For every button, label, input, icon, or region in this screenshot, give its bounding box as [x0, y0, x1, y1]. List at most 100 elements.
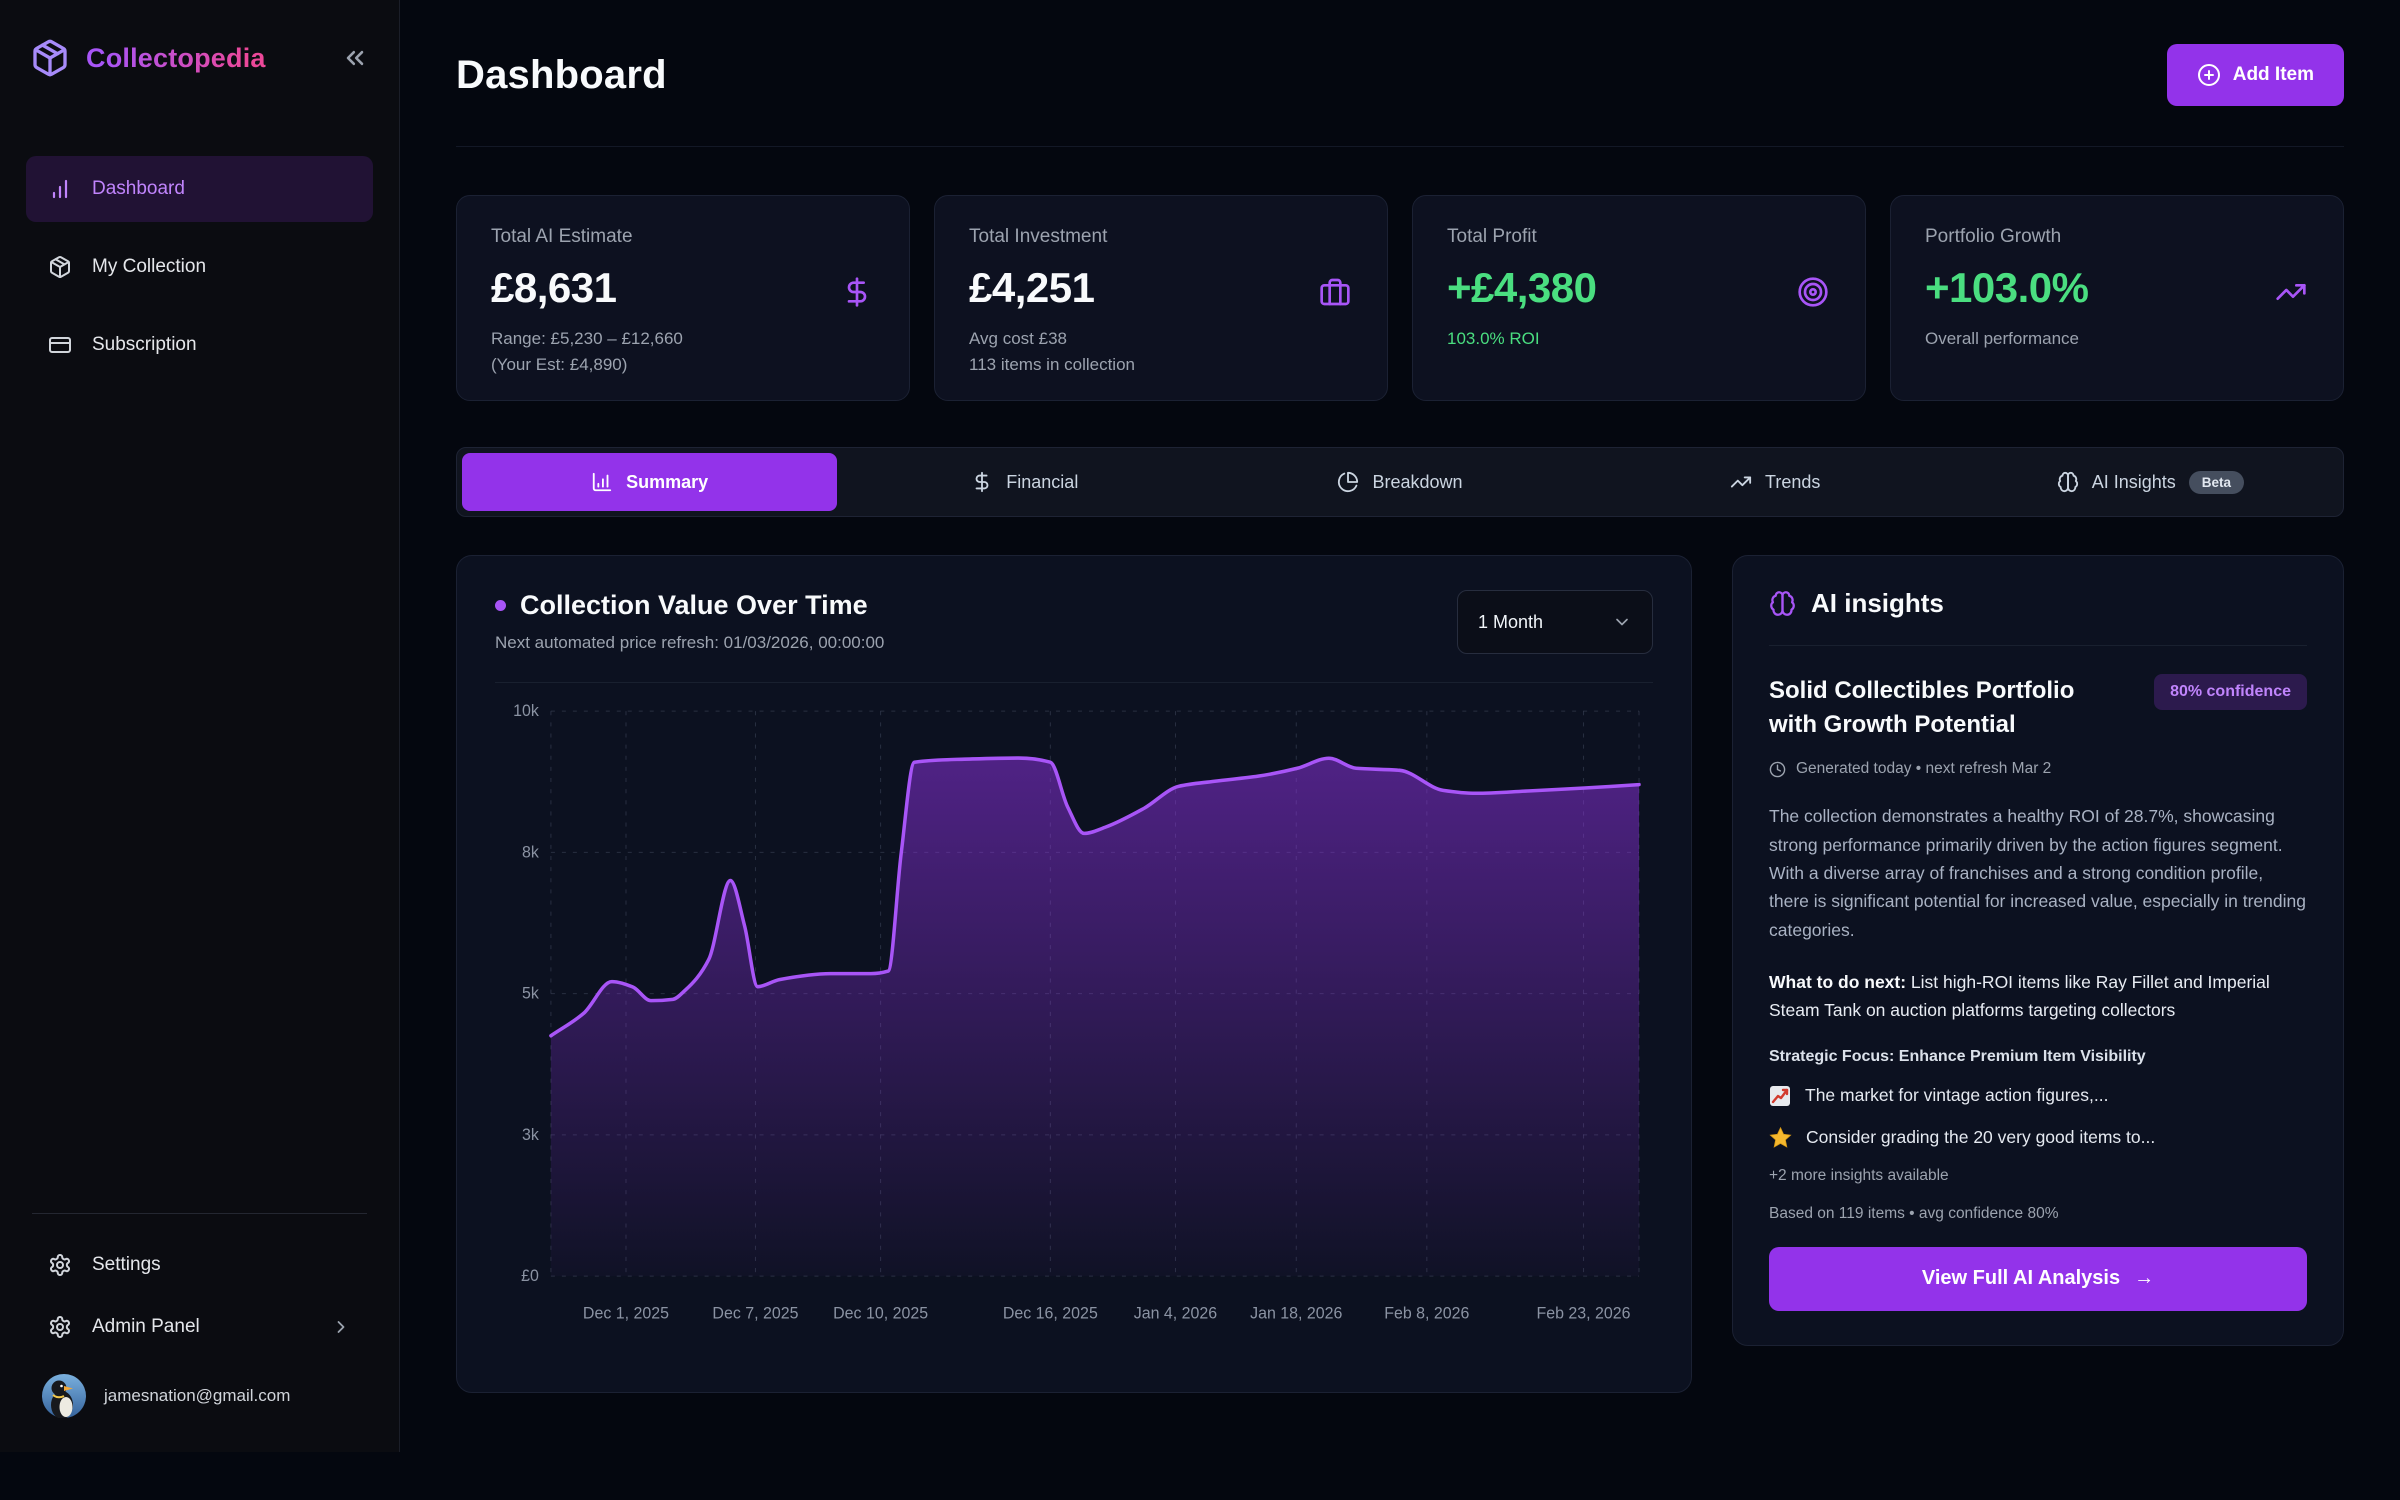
ai-next-steps: What to do next: List high-ROI items lik… [1769, 968, 2307, 1024]
avatar [42, 1374, 86, 1418]
view-full-ai-analysis-button[interactable]: View Full AI Analysis → [1769, 1246, 2307, 1311]
collection-value-card: Collection Value Over Time Next automate… [456, 555, 1692, 1393]
sidebar-item-label: Settings [92, 1254, 161, 1275]
chevron-right-icon [331, 1317, 351, 1337]
tab-financial[interactable]: Financial [837, 453, 1212, 511]
stat-card-total-investment: Total Investment £4,251 Avg cost £38 113… [934, 195, 1388, 401]
sidebar-item-label: My Collection [92, 256, 207, 277]
bar-chart-icon [48, 177, 72, 201]
stat-subtext-line: 103.0% ROI [1447, 329, 1540, 348]
tab-summary[interactable]: Summary [462, 453, 838, 511]
svg-text:8k: 8k [522, 843, 540, 861]
svg-text:Feb 23, 2026: Feb 23, 2026 [1536, 1305, 1630, 1323]
svg-text:Dec 10, 2025: Dec 10, 2025 [833, 1305, 928, 1323]
stat-subtext-line: Range: £5,230 – £12,660 [491, 329, 683, 348]
svg-text:5k: 5k [522, 985, 540, 1003]
stat-subtext-line: Avg cost £38 [969, 329, 1067, 348]
sidebar-item-label: Subscription [92, 334, 197, 355]
stat-card-portfolio-growth: Portfolio Growth +103.0% Overall perform… [1890, 195, 2344, 401]
chart-title: Collection Value Over Time [520, 590, 868, 620]
ai-insight-item-text: The market for vintage action figures,..… [1805, 1085, 2109, 1106]
chart-header: Collection Value Over Time Next automate… [495, 590, 1653, 654]
dollar-icon [841, 276, 873, 308]
stat-subtext: Avg cost £38 113 items in collection [969, 326, 1353, 377]
svg-text:Jan 4, 2026: Jan 4, 2026 [1134, 1305, 1217, 1323]
bar-chart-icon [591, 471, 613, 493]
ai-insights-panel: AI insights Solid Collectibles Portfolio… [1732, 555, 2344, 1346]
beta-badge: Beta [2188, 470, 2245, 494]
ai-insight-item[interactable]: Consider grading the 20 very good items … [1769, 1126, 2307, 1149]
sidebar-item-label: Dashboard [92, 178, 185, 199]
sidebar-item-dashboard[interactable]: Dashboard [26, 156, 373, 222]
stat-subtext-line: 113 items in collection [969, 354, 1135, 374]
arrow-right-icon: → [2134, 1267, 2155, 1290]
credit-card-icon [48, 333, 72, 357]
trending-up-icon [2275, 276, 2307, 308]
svg-text:Dec 7, 2025: Dec 7, 2025 [712, 1305, 798, 1323]
ai-insight-item[interactable]: The market for vintage action figures,..… [1769, 1085, 2307, 1107]
content-row: Collection Value Over Time Next automate… [456, 555, 2344, 1393]
svg-text:£0: £0 [521, 1267, 539, 1285]
stat-subtext: 103.0% ROI [1447, 326, 1831, 352]
user-account-row[interactable]: jamesnation@gmail.com [26, 1358, 373, 1424]
tab-trends[interactable]: Trends [1588, 453, 1963, 511]
stat-value: £8,631 [491, 264, 617, 311]
chevrons-left-icon [341, 44, 369, 72]
tab-label: Trends [1765, 471, 1821, 492]
tab-ai-insights[interactable]: AI Insights Beta [1963, 453, 2338, 511]
plus-circle-icon [2197, 63, 2221, 87]
ai-next-steps-label: What to do next: [1769, 971, 1907, 992]
gear-icon [48, 1253, 72, 1277]
add-item-label: Add Item [2232, 64, 2314, 85]
app-name: Collectopedia [86, 42, 266, 73]
time-range-select[interactable]: 1 Month [1457, 590, 1653, 654]
svg-text:3k: 3k [522, 1126, 540, 1144]
sidebar-item-subscription[interactable]: Subscription [26, 312, 373, 378]
add-item-button[interactable]: Add Item [2166, 44, 2344, 106]
confidence-badge: 80% confidence [2154, 674, 2307, 710]
stat-label: Portfolio Growth [1925, 226, 2062, 247]
page-header: Dashboard Add Item [456, 44, 2344, 106]
view-full-ai-analysis-label: View Full AI Analysis [1921, 1267, 2121, 1290]
stat-card-total-ai-estimate: Total AI Estimate £8,631 Range: £5,230 –… [456, 195, 910, 401]
tab-label: Financial [1006, 471, 1079, 492]
chart-increasing-icon [1769, 1085, 1791, 1107]
target-icon [1797, 276, 1829, 308]
collection-value-chart: £0 3k 5k 8k 10k Dec 1, 2025 Dec 7, 2025 Dec 10,… [513, 702, 1641, 1323]
sidebar-collapse-button[interactable] [341, 44, 369, 72]
stat-label: Total Investment [969, 226, 1108, 247]
stat-value: £4,251 [969, 264, 1095, 311]
sidebar-item-settings[interactable]: Settings [26, 1234, 373, 1296]
star-icon [1769, 1126, 1792, 1149]
stat-subtext: Overall performance [1925, 326, 2309, 352]
time-range-value: 1 Month [1478, 611, 1544, 632]
ai-next-steps-text: List high-ROI items like Ray Fillet and … [1769, 971, 2270, 1020]
ai-panel-title: AI insights [1811, 588, 1944, 618]
page-title: Dashboard [456, 52, 667, 97]
package-icon [48, 255, 72, 279]
sidebar: Collectopedia Dashboard My Collection Su… [0, 0, 400, 1452]
dollar-icon [971, 471, 993, 493]
ai-insight-title-row: Solid Collectibles Portfolio with Growth… [1769, 674, 2307, 742]
sidebar-divider [32, 1213, 367, 1214]
tab-label: Summary [626, 471, 709, 492]
ai-insight-meta-text: Generated today • next refresh Mar 2 [1796, 760, 2052, 778]
sidebar-item-admin-panel[interactable]: Admin Panel [26, 1296, 373, 1358]
stat-subtext-line: (Your Est: £4,890) [491, 354, 628, 374]
ai-insight-body: The collection demonstrates a healthy RO… [1769, 806, 2306, 940]
chevron-down-icon [1612, 612, 1632, 632]
stat-card-total-profit: Total Profit +£4,380 103.0% ROI [1412, 195, 1866, 401]
svg-text:Dec 16, 2025: Dec 16, 2025 [1003, 1305, 1098, 1323]
tab-breakdown[interactable]: Breakdown [1212, 453, 1587, 511]
ai-panel-header: AI insights [1769, 588, 2307, 619]
tab-label: Breakdown [1372, 471, 1463, 492]
brain-icon [1769, 590, 1796, 617]
stats-row: Total AI Estimate £8,631 Range: £5,230 –… [456, 195, 2344, 401]
pie-chart-icon [1337, 471, 1359, 493]
user-email: jamesnation@gmail.com [104, 1386, 291, 1405]
stat-label: Total Profit [1447, 226, 1537, 247]
sidebar-nav: Dashboard My Collection Subscription [0, 156, 399, 378]
ai-based-on: Based on 119 items • avg confidence 80% [1769, 1204, 2059, 1222]
sidebar-item-my-collection[interactable]: My Collection [26, 234, 373, 300]
svg-text:Jan 18, 2026: Jan 18, 2026 [1250, 1305, 1342, 1323]
